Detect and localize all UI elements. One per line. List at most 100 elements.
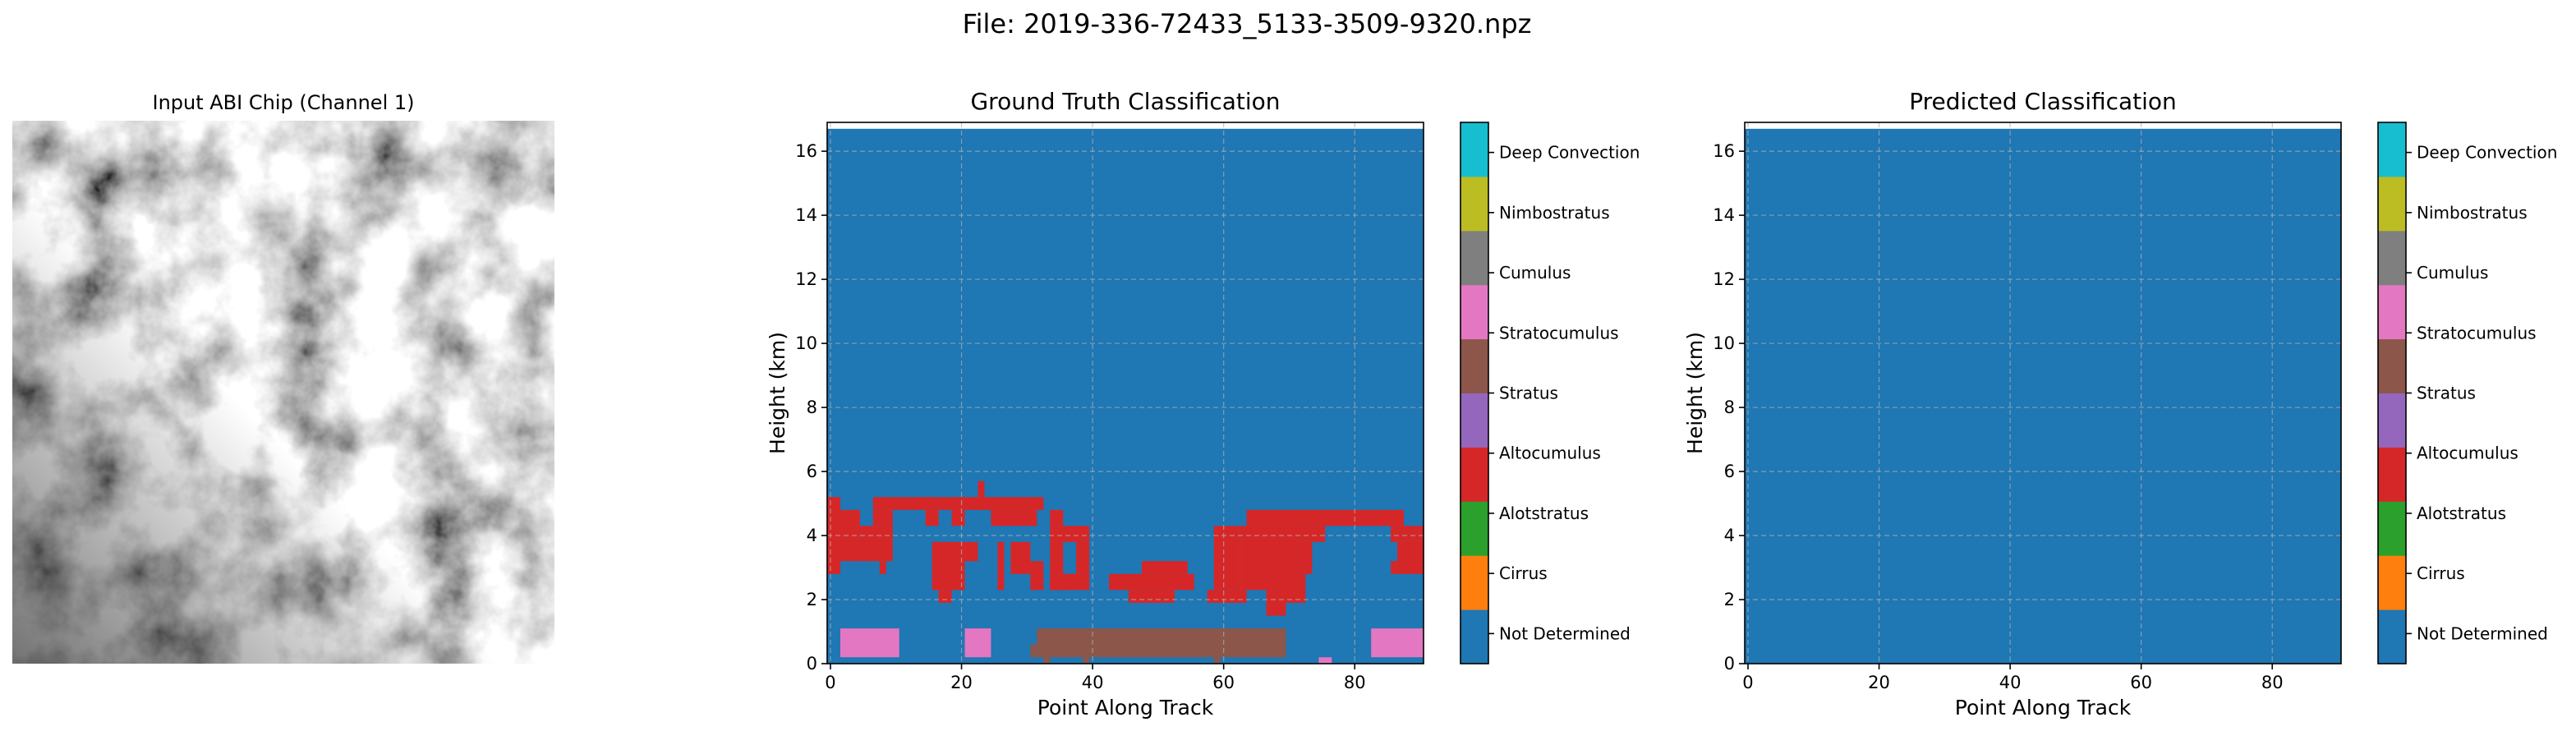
colorbar-segment	[1460, 230, 1488, 286]
colorbar-segment	[1460, 176, 1488, 232]
colorbar-label: Alotstratus	[2417, 503, 2506, 523]
colorbar: Not Determined Cirrus Alotstratus Altocumul…	[2377, 122, 2557, 664]
x-tick-label: 80	[2261, 673, 2284, 692]
y-tick-label: 12	[1713, 269, 1735, 289]
cell-region-stratocumulus	[1037, 628, 1286, 658]
x-tick-label: 0	[1742, 673, 1753, 692]
colorbar-segment	[2378, 122, 2406, 177]
cell-region-altocumulus	[1141, 561, 1188, 574]
cell-region-altocumulus	[1207, 590, 1247, 603]
cell-region-altocumulus	[978, 480, 985, 498]
cell-region-altocumulus	[1050, 573, 1077, 591]
cell-region-altocumulus	[938, 497, 1044, 510]
colorbar-segment	[1460, 609, 1488, 664]
colorbar-label: Nimbostratus	[2417, 203, 2528, 223]
cell-region-altocumulus	[964, 541, 978, 562]
y-tick-label: 16	[1713, 141, 1735, 161]
y-tick-label: 4	[807, 526, 817, 545]
colorbar-label: Stratocumulus	[1499, 323, 1619, 343]
y-tick-label: 16	[795, 141, 817, 161]
colorbar-segment	[2378, 555, 2406, 610]
cell-region-altocumulus	[872, 509, 893, 526]
colorbar-segment	[1460, 338, 1488, 393]
panel-title: Ground Truth Classification	[970, 88, 1280, 115]
colorbar-label: Alotstratus	[1499, 503, 1589, 523]
x-axis-label: Point Along Track	[1955, 696, 2132, 720]
colorbar-segment	[2378, 176, 2406, 232]
y-tick-label: 14	[1713, 205, 1735, 225]
y-tick-label: 4	[1724, 526, 1735, 545]
colorbar-segment	[1460, 555, 1488, 610]
y-tick-label: 10	[1713, 333, 1735, 353]
colorbar-label: Cumulus	[2417, 263, 2488, 283]
cell-region-altocumulus	[1050, 526, 1090, 542]
cell-region-stratocumulus	[1213, 657, 1221, 664]
colorbar-segment	[1460, 501, 1488, 556]
y-tick-label: 10	[795, 333, 817, 353]
cell-region-altocumulus	[932, 541, 965, 591]
colorbar-segment	[2378, 447, 2406, 502]
colorbar-label: Altocumulus	[1499, 444, 1601, 463]
panel-title: Predicted Classification	[1909, 88, 2177, 115]
cell-region-altocumulus	[1010, 541, 1031, 574]
cell-region-altocumulus	[1076, 541, 1090, 574]
cell-region-altocumulus	[1286, 573, 1306, 603]
colorbar-segment	[1460, 284, 1488, 340]
cell-region-altocumulus	[925, 509, 939, 526]
cell-region-cumulus	[964, 628, 991, 658]
colorbar-segment	[2378, 284, 2406, 340]
y-axis-label: Height (km)	[766, 332, 789, 454]
abi-chip-image	[12, 121, 554, 664]
x-tick-label: 40	[1082, 673, 1104, 692]
colorbar-segment	[2378, 609, 2406, 664]
x-tick-label: 60	[1212, 673, 1235, 692]
colorbar-label: Stratus	[1499, 384, 1558, 403]
cell-region-cumulus	[1318, 657, 1332, 664]
cell-region-altocumulus	[1213, 526, 1240, 591]
y-axis-label: Height (km)	[1683, 332, 1707, 454]
x-axis-label: Point Along Track	[1037, 696, 1214, 720]
colorbar-label: Deep Convection	[1499, 143, 1640, 163]
colorbar: Not Determined Cirrus Alotstratus Altocumul…	[1460, 122, 1640, 664]
cell-region-altocumulus	[1050, 509, 1064, 526]
cell-region-altocumulus	[1134, 573, 1194, 591]
colorbar-label: Stratocumulus	[2417, 323, 2537, 343]
y-tick-label: 14	[795, 205, 817, 225]
y-tick-label: 8	[1724, 398, 1735, 417]
colorbar-segment	[2378, 230, 2406, 286]
axes-frame	[1744, 122, 2342, 664]
colorbar-label: Cirrus	[1499, 563, 1548, 583]
y-tick-label: 2	[1724, 590, 1735, 609]
cell-region-altocumulus	[827, 497, 840, 574]
x-tick-label: 60	[2130, 673, 2152, 692]
figure-suptitle: File: 2019-336-72433_5133-3509-9320.npz	[963, 8, 1532, 39]
colorbar-label: Altocumulus	[2417, 444, 2518, 463]
cell-region-altocumulus	[1266, 590, 1286, 616]
cell-region-stratocumulus	[1030, 644, 1037, 658]
y-tick-label: 2	[807, 590, 817, 609]
colorbar-label: Not Determined	[2417, 623, 2548, 643]
cell-region-altocumulus	[991, 509, 1037, 526]
background-cells	[1745, 128, 2341, 664]
cell-region-altocumulus	[840, 509, 860, 562]
x-tick-label: 80	[1344, 673, 1366, 692]
colorbar-segment	[2378, 338, 2406, 393]
cell-region-altocumulus	[859, 526, 893, 562]
y-tick-label: 0	[1724, 654, 1735, 674]
colorbar-label: Stratus	[2417, 384, 2476, 403]
cell-region-cumulus	[1371, 628, 1424, 658]
cell-region-altocumulus	[1109, 573, 1135, 591]
cell-region-altocumulus	[1397, 541, 1424, 574]
y-tick-label: 8	[807, 398, 817, 417]
cell-region-altocumulus	[997, 541, 1005, 591]
ground-truth-panel: 0 20 40 60 80 0 2 4 6 8 10 12 14 16 Ground Truth Class…	[766, 88, 1640, 720]
colorbar-segment	[2378, 501, 2406, 556]
cell-region-altocumulus	[1246, 509, 1405, 526]
cell-region-stratocumulus	[1083, 657, 1090, 664]
cell-region-altocumulus	[872, 497, 939, 510]
cell-region-altocumulus	[1246, 526, 1326, 542]
cell-region-altocumulus	[1391, 526, 1424, 542]
cell-region-stratocumulus	[1043, 657, 1051, 664]
y-tick-label: 12	[795, 269, 817, 289]
colorbar-segment	[1460, 393, 1488, 448]
